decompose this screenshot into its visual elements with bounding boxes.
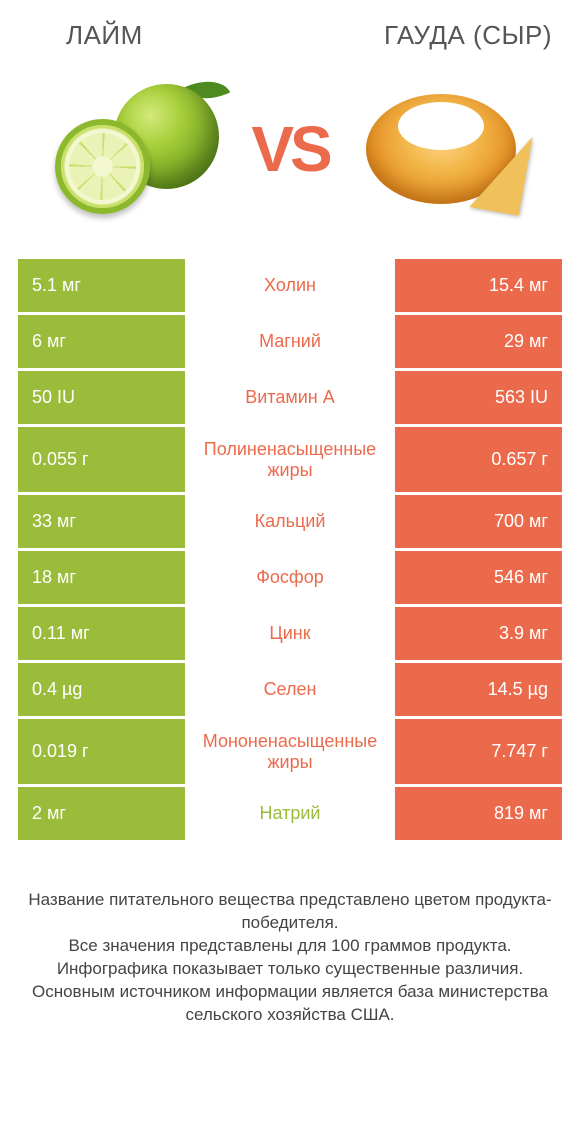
left-value-cell: 5.1 мг xyxy=(18,259,185,312)
images-row: VS xyxy=(18,69,562,229)
nutrient-label-cell: Цинк xyxy=(185,607,395,660)
table-row: 2 мгНатрий819 мг xyxy=(18,787,562,843)
right-product-image xyxy=(341,74,541,224)
table-row: 0.11 мгЦинк3.9 мг xyxy=(18,607,562,663)
footer-line: Инфографика показывает только существенн… xyxy=(24,958,556,981)
table-row: 0.4 µgСелен14.5 µg xyxy=(18,663,562,719)
nutrient-label-cell: Мононенасыщенные жиры xyxy=(185,719,395,784)
nutrient-label-cell: Кальций xyxy=(185,495,395,548)
right-value-cell: 14.5 µg xyxy=(395,663,562,716)
right-value-cell: 0.657 г xyxy=(395,427,562,492)
right-value-cell: 700 мг xyxy=(395,495,562,548)
footer-line: Все значения представлены для 100 граммо… xyxy=(24,935,556,958)
nutrient-label-cell: Холин xyxy=(185,259,395,312)
nutrition-table: 5.1 мгХолин15.4 мг6 мгМагний29 мг50 IUВи… xyxy=(18,259,562,843)
infographic-root: ЛАЙМ ГАУДА (СЫР) VS 5.1 мгХолин15.4 мг6 … xyxy=(0,0,580,1027)
table-row: 18 мгФосфор546 мг xyxy=(18,551,562,607)
cheese-icon xyxy=(356,84,526,214)
right-product-title: ГАУДА (СЫР) xyxy=(384,20,552,51)
right-value-cell: 29 мг xyxy=(395,315,562,368)
table-row: 33 мгКальций700 мг xyxy=(18,495,562,551)
left-product-image xyxy=(39,74,239,224)
left-value-cell: 6 мг xyxy=(18,315,185,368)
left-product-title: ЛАЙМ xyxy=(66,20,143,51)
nutrient-label-cell: Натрий xyxy=(185,787,395,840)
left-value-cell: 0.055 г xyxy=(18,427,185,492)
footer-line: Основным источником информации является … xyxy=(24,981,556,1027)
nutrient-label-cell: Селен xyxy=(185,663,395,716)
left-value-cell: 33 мг xyxy=(18,495,185,548)
right-value-cell: 3.9 мг xyxy=(395,607,562,660)
left-value-cell: 0.4 µg xyxy=(18,663,185,716)
table-row: 0.019 гМононенасыщенные жиры7.747 г xyxy=(18,719,562,787)
right-value-cell: 7.747 г xyxy=(395,719,562,784)
right-value-cell: 546 мг xyxy=(395,551,562,604)
lime-icon xyxy=(49,84,229,214)
table-row: 50 IUВитамин A563 IU xyxy=(18,371,562,427)
footer-note: Название питательного вещества представл… xyxy=(18,889,562,1027)
right-value-cell: 819 мг xyxy=(395,787,562,840)
nutrient-label-cell: Фосфор xyxy=(185,551,395,604)
left-value-cell: 0.11 мг xyxy=(18,607,185,660)
table-row: 6 мгМагний29 мг xyxy=(18,315,562,371)
footer-line: Название питательного вещества представл… xyxy=(24,889,556,935)
left-value-cell: 0.019 г xyxy=(18,719,185,784)
right-value-cell: 563 IU xyxy=(395,371,562,424)
nutrient-label-cell: Витамин A xyxy=(185,371,395,424)
left-value-cell: 50 IU xyxy=(18,371,185,424)
right-value-cell: 15.4 мг xyxy=(395,259,562,312)
nutrient-label-cell: Полиненасыщенные жиры xyxy=(185,427,395,492)
table-row: 0.055 гПолиненасыщенные жиры0.657 г xyxy=(18,427,562,495)
nutrient-label-cell: Магний xyxy=(185,315,395,368)
left-value-cell: 2 мг xyxy=(18,787,185,840)
left-value-cell: 18 мг xyxy=(18,551,185,604)
table-row: 5.1 мгХолин15.4 мг xyxy=(18,259,562,315)
vs-label: VS xyxy=(251,112,328,186)
titles-row: ЛАЙМ ГАУДА (СЫР) xyxy=(18,20,562,51)
